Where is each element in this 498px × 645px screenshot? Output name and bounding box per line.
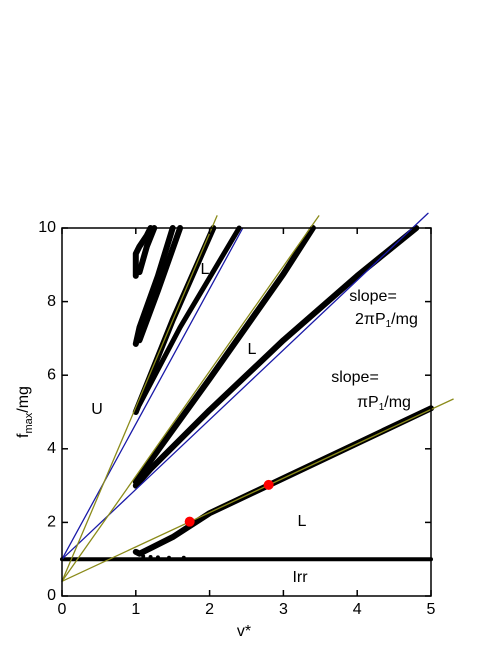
y-tick-label: 0 [47, 587, 56, 604]
x-tick-label: 0 [58, 601, 67, 618]
y-tick-label: 10 [38, 219, 56, 236]
point [181, 555, 186, 560]
curve [132, 225, 420, 489]
x-tick-label: 5 [427, 601, 436, 618]
annotation: L [248, 341, 257, 358]
annotation: slope= [331, 369, 379, 386]
annotation: πP1/mg [357, 394, 411, 412]
plot-frame [61, 227, 432, 597]
point [263, 479, 274, 490]
annotation: 2πP1/mg [355, 311, 418, 329]
curve [61, 215, 218, 582]
annotation: L [298, 513, 307, 530]
y-tick-label: 2 [47, 514, 56, 531]
annotation: U [91, 401, 103, 418]
x-tick-label: 3 [279, 601, 288, 618]
annotation: L [201, 261, 210, 278]
curve [136, 225, 158, 276]
point [141, 554, 146, 559]
annotation-sub: 1 [379, 402, 385, 413]
point [155, 555, 160, 560]
point [148, 554, 153, 559]
x-tick-label: 2 [205, 601, 214, 618]
y-label-sub: max [23, 412, 35, 433]
annotation-part: πP [357, 394, 379, 411]
y-tick-label: 6 [47, 366, 56, 383]
x-axis-label: v* [237, 623, 251, 640]
curve [136, 225, 184, 344]
annotation: slope= [349, 288, 397, 305]
x-tick-label: 4 [353, 601, 362, 618]
y-tick-label: 4 [47, 440, 56, 457]
y-tick-label: 8 [47, 293, 56, 310]
annotation-part: 2πP [355, 311, 386, 328]
point [167, 555, 172, 560]
curve [136, 225, 242, 408]
curve [61, 212, 429, 560]
curve [132, 225, 154, 279]
annotation-part: /mg [391, 311, 418, 328]
curve [61, 215, 320, 582]
annotation-sub: 1 [386, 319, 392, 330]
y-label-rest: /mg [15, 386, 32, 413]
x-tick-label: 1 [131, 601, 140, 618]
annotation: Irr [292, 569, 308, 586]
point [184, 516, 195, 527]
curve [61, 227, 244, 560]
annotation-part: /mg [384, 394, 411, 411]
curve [132, 225, 316, 485]
y-axis-label: fmax/mg [15, 386, 35, 438]
curve [61, 398, 454, 582]
curve [132, 225, 176, 347]
y-label-main: f [15, 433, 32, 438]
